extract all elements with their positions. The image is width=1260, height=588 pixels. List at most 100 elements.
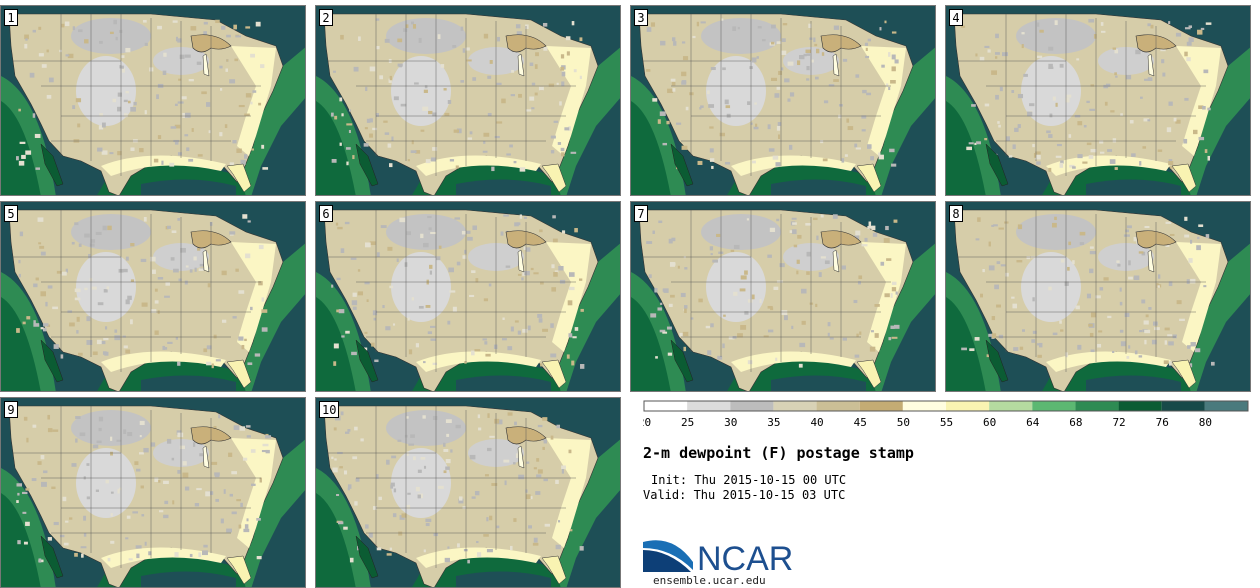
field-speckle (244, 338, 247, 342)
field-speckle (1186, 41, 1192, 46)
field-speckle (894, 59, 899, 64)
field-speckle (203, 21, 208, 25)
field-speckle (171, 457, 175, 461)
field-speckle (336, 494, 340, 497)
field-speckle (671, 81, 676, 86)
field-speckle (874, 333, 879, 338)
field-speckle (397, 38, 403, 43)
field-speckle (861, 244, 868, 247)
field-speckle (787, 61, 794, 66)
field-speckle (260, 64, 265, 69)
field-speckle (1046, 130, 1051, 134)
field-speckle (59, 534, 65, 538)
field-speckle (707, 90, 710, 95)
field-speckle (455, 424, 461, 429)
field-speckle (646, 27, 652, 32)
field-speckle (724, 161, 731, 165)
field-speckle (96, 339, 102, 345)
field-speckle (657, 307, 662, 311)
field-speckle (767, 305, 773, 309)
field-speckle (119, 29, 123, 33)
field-speckle (709, 158, 715, 162)
field-speckle (865, 55, 870, 59)
field-speckle (408, 443, 415, 446)
field-speckle (349, 109, 352, 112)
field-speckle (820, 139, 824, 144)
field-speckle (861, 129, 866, 132)
pacific-band (946, 297, 986, 391)
field-speckle (23, 541, 28, 545)
field-speckle (573, 69, 577, 73)
field-speckle (1051, 222, 1057, 228)
atlantic-deep (1196, 294, 1250, 391)
field-speckle (531, 82, 536, 86)
field-speckle (1005, 272, 1009, 277)
field-speckle (569, 272, 575, 277)
field-speckle (29, 72, 35, 78)
field-speckle (97, 302, 104, 306)
field-speckle (515, 453, 520, 459)
field-speckle (482, 338, 487, 341)
field-speckle (865, 47, 868, 51)
pacific-band (631, 297, 671, 391)
field-speckle (243, 528, 250, 533)
field-speckle (517, 273, 522, 276)
field-speckle (523, 246, 527, 250)
field-speckle (1176, 300, 1182, 305)
field-speckle (24, 34, 29, 40)
field-speckle (660, 302, 663, 305)
field-speckle (1059, 162, 1064, 168)
field-speckle (557, 142, 562, 145)
pacific-band (1, 101, 41, 195)
field-speckle (993, 224, 998, 227)
field-speckle (242, 457, 248, 461)
field-speckle (224, 124, 228, 129)
field-speckle (134, 461, 139, 466)
field-speckle (1168, 341, 1174, 346)
field-speckle (1169, 166, 1176, 169)
field-speckle (1019, 346, 1024, 350)
field-speckle (98, 125, 104, 130)
field-speckle (732, 26, 737, 31)
field-speckle (984, 138, 988, 141)
field-speckle (696, 21, 700, 27)
field-speckle (1129, 120, 1134, 124)
field-speckle (1207, 107, 1211, 111)
field-speckle (389, 285, 394, 289)
field-speckle (747, 360, 753, 365)
dewpoint-map (316, 6, 620, 195)
field-speckle (1000, 264, 1006, 267)
field-speckle (1088, 323, 1093, 327)
field-speckle (47, 324, 51, 327)
baja-peninsula (670, 143, 694, 187)
field-speckle (177, 361, 181, 366)
field-speckle (240, 159, 246, 165)
field-speckle (337, 226, 343, 230)
field-speckle (180, 247, 186, 253)
colorbar-tick-label: 76 (1156, 416, 1169, 429)
field-speckle (768, 148, 775, 152)
field-speckle (110, 540, 115, 544)
colorbar-segment (687, 401, 731, 411)
field-speckle (115, 36, 118, 41)
field-speckle (375, 113, 379, 117)
field-speckle (74, 222, 79, 226)
field-speckle (1144, 78, 1149, 81)
field-speckle (1065, 97, 1070, 103)
field-speckle (436, 256, 441, 261)
field-speckle (888, 86, 891, 91)
field-speckle (385, 326, 391, 331)
dry-region-north (701, 214, 781, 250)
field-speckle (418, 37, 422, 43)
field-speckle (384, 38, 390, 43)
field-speckle (1012, 303, 1018, 309)
field-speckle (716, 233, 721, 237)
field-speckle (1125, 229, 1130, 233)
field-speckle (710, 323, 714, 328)
field-speckle (223, 489, 226, 494)
field-speckle (489, 435, 495, 438)
field-speckle (1120, 113, 1123, 117)
field-speckle (670, 78, 676, 82)
field-speckle (530, 267, 534, 271)
field-speckle (862, 89, 867, 94)
